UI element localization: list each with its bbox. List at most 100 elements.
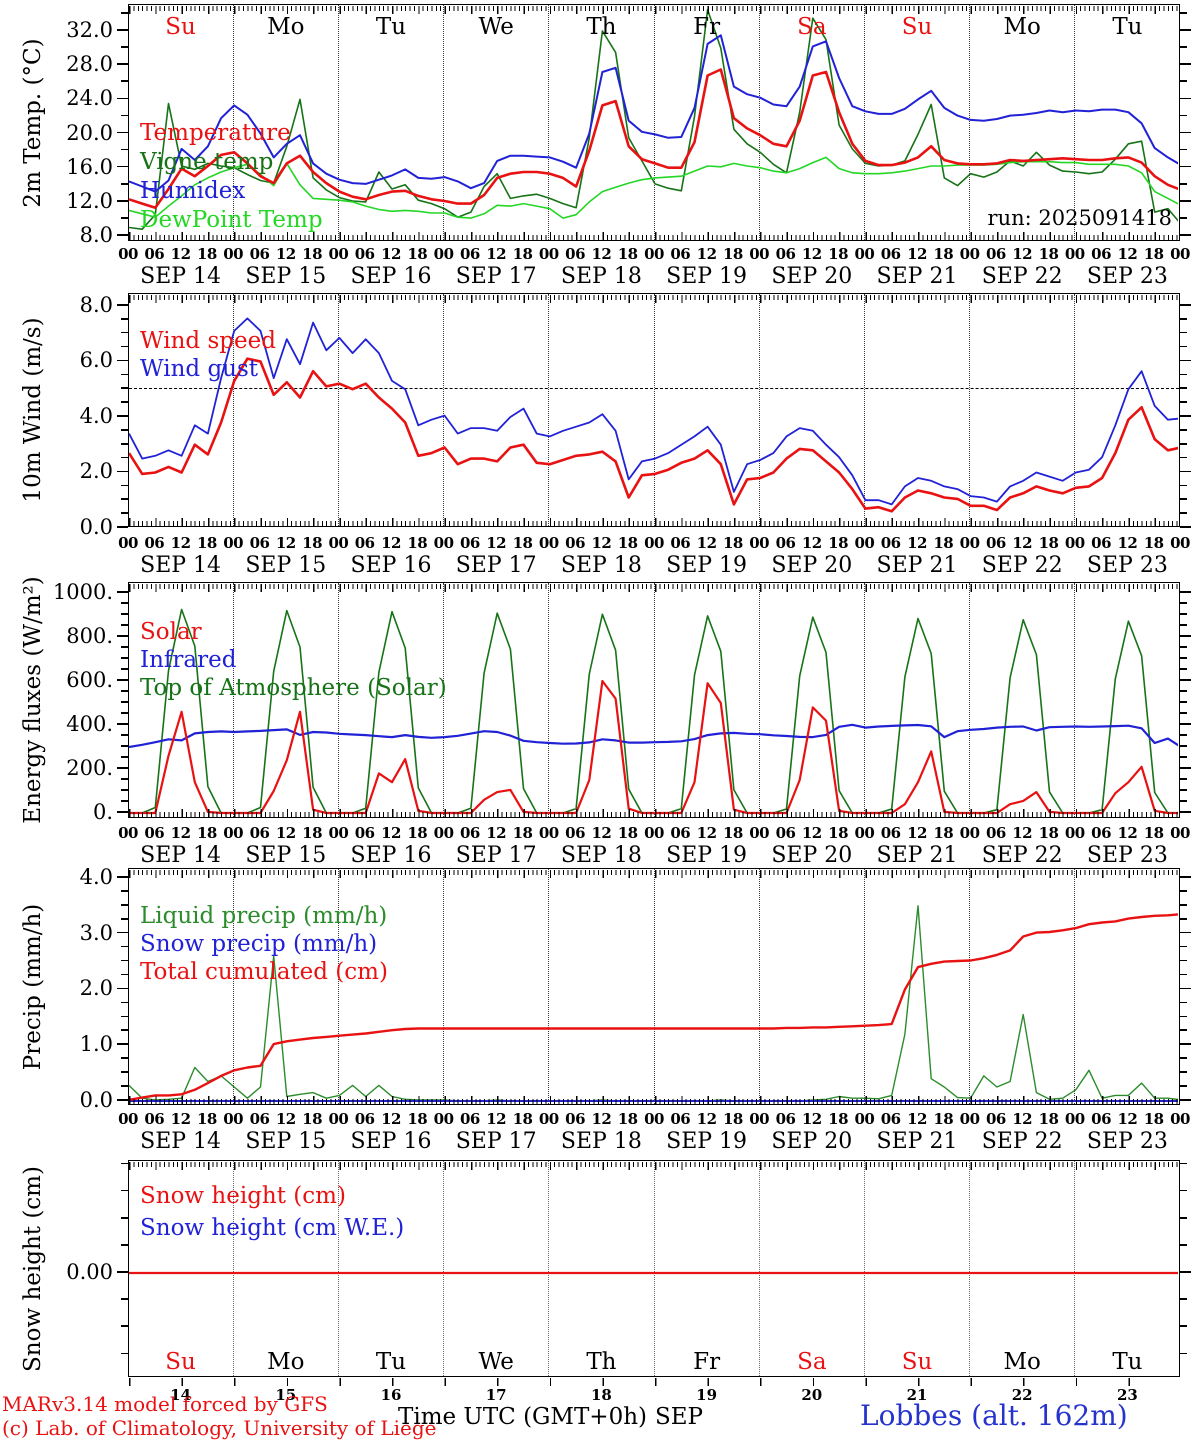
date-label: SEP 18: [560, 843, 642, 868]
legend-wind-gust: Wind gust: [140, 356, 259, 382]
hour-label: 18: [828, 1110, 849, 1128]
hour-label: 18: [933, 245, 954, 263]
y-tick-major: [1180, 767, 1191, 769]
day-gridline: [758, 1161, 760, 1376]
hour-ticks-top: [129, 294, 1179, 300]
day-number-label: 18: [590, 1386, 612, 1404]
hour-label: 06: [670, 824, 691, 842]
y-tick-minor: [121, 904, 128, 906]
y-tick-minor: [1180, 745, 1187, 747]
day-gridline: [232, 294, 234, 526]
y-tick-minor: [1180, 1001, 1187, 1004]
hour-label: 06: [565, 534, 586, 552]
weekday-label: Tu: [375, 1349, 407, 1375]
hour-label: 12: [486, 245, 507, 263]
date-label: SEP 21: [876, 264, 958, 289]
y-tick-major: [117, 200, 128, 202]
hour-ticks-top: [129, 5, 1179, 11]
y-tick-minor: [121, 657, 128, 659]
hour-label: 06: [1091, 1110, 1112, 1128]
y-tick-minor: [1180, 1071, 1187, 1073]
day-gridline: [863, 5, 865, 240]
date-label: SEP 15: [245, 264, 327, 289]
hour-label: 00: [538, 824, 559, 842]
date-label: SEP 16: [350, 843, 432, 868]
hour-label: 12: [170, 1110, 191, 1128]
y-tick-minor: [121, 498, 128, 501]
day-gridline: [863, 869, 865, 1104]
hour-label: 12: [696, 534, 717, 552]
legend-temperature: Temperature: [140, 120, 291, 146]
y-tick-major: [117, 767, 128, 769]
y-tick-minor: [1180, 318, 1187, 320]
hour-label: 06: [565, 1110, 586, 1128]
weekday-label: Tu: [1112, 14, 1143, 40]
hour-label: 00: [1064, 824, 1085, 842]
y-tick-major: [117, 131, 128, 134]
hour-label: 18: [302, 245, 323, 263]
day-gridline: [758, 869, 760, 1104]
hour-label: 00: [854, 824, 875, 842]
date-label: SEP 22: [981, 1129, 1063, 1154]
hour-label: 18: [1143, 534, 1164, 552]
y-tick-minor: [1180, 114, 1187, 117]
y-tick-major: [117, 679, 128, 681]
day-gridline: [548, 1161, 550, 1376]
y-tick-minor: [121, 1298, 128, 1300]
hour-label: 18: [512, 534, 533, 552]
y-tick-minor: [1180, 624, 1187, 626]
y-tick-minor: [1180, 148, 1187, 151]
hour-label: 18: [617, 1110, 638, 1128]
y-tick-minor: [121, 690, 128, 692]
date-label: SEP 19: [666, 1129, 748, 1154]
hour-label: 18: [407, 824, 428, 842]
y-tick-minor: [1180, 1244, 1187, 1246]
legend-infrared: Infrared: [140, 647, 237, 673]
date-label: SEP 18: [560, 264, 642, 289]
date-label: SEP 19: [666, 843, 748, 868]
hour-label: 18: [617, 824, 638, 842]
y-tick-minor: [1180, 442, 1187, 445]
day-gridline: [758, 294, 760, 526]
hour-label: 06: [985, 824, 1006, 842]
y-tick-label: 1.0: [79, 1032, 113, 1057]
hour-label: 06: [459, 534, 480, 552]
hour-label: 12: [486, 824, 507, 842]
y-tick-minor: [121, 945, 128, 948]
y-tick-minor: [121, 114, 128, 117]
hour-label: 06: [249, 534, 270, 552]
y-tick-label: 16.0: [66, 154, 113, 179]
chart-panel-snow-height: [128, 1160, 1180, 1377]
y-tick-label: 200.: [66, 755, 113, 780]
y-tick-minor: [121, 442, 128, 445]
hour-label: 06: [565, 245, 586, 263]
y-tick-minor: [1180, 1029, 1187, 1032]
y-tick-major: [1180, 304, 1191, 306]
hour-label: 06: [775, 1110, 796, 1128]
weekday-label: Mo: [1003, 14, 1041, 40]
day-number-label: 22: [1011, 1386, 1033, 1404]
y-axis-title-snow-height: Snow height (cm): [20, 1165, 46, 1372]
hour-label: 06: [459, 824, 480, 842]
hour-ticks-bottom: [129, 234, 1179, 240]
y-tick-minor: [121, 387, 128, 389]
hour-label: 06: [670, 534, 691, 552]
curves-wind: [129, 317, 1178, 513]
y-tick-major: [1180, 97, 1191, 100]
y-tick-minor: [1180, 959, 1187, 962]
y-tick-minor: [1180, 387, 1187, 389]
y-tick-minor: [1180, 657, 1187, 659]
y-tick-major: [1180, 131, 1191, 134]
hour-label: 12: [1012, 1110, 1033, 1128]
hour-label: 06: [775, 534, 796, 552]
y-tick-label: 2.0: [79, 459, 113, 484]
hour-label: 18: [407, 534, 428, 552]
y-tick-major: [1180, 1271, 1191, 1273]
y-tick-minor: [121, 373, 128, 376]
station-label: Lobbes (alt. 162m): [860, 1399, 1128, 1432]
y-tick-minor: [1180, 1085, 1187, 1087]
y-tick-major: [117, 811, 128, 813]
y-tick-major: [117, 470, 128, 473]
hour-label: 12: [170, 245, 191, 263]
hour-ticks-top: [129, 869, 1179, 875]
